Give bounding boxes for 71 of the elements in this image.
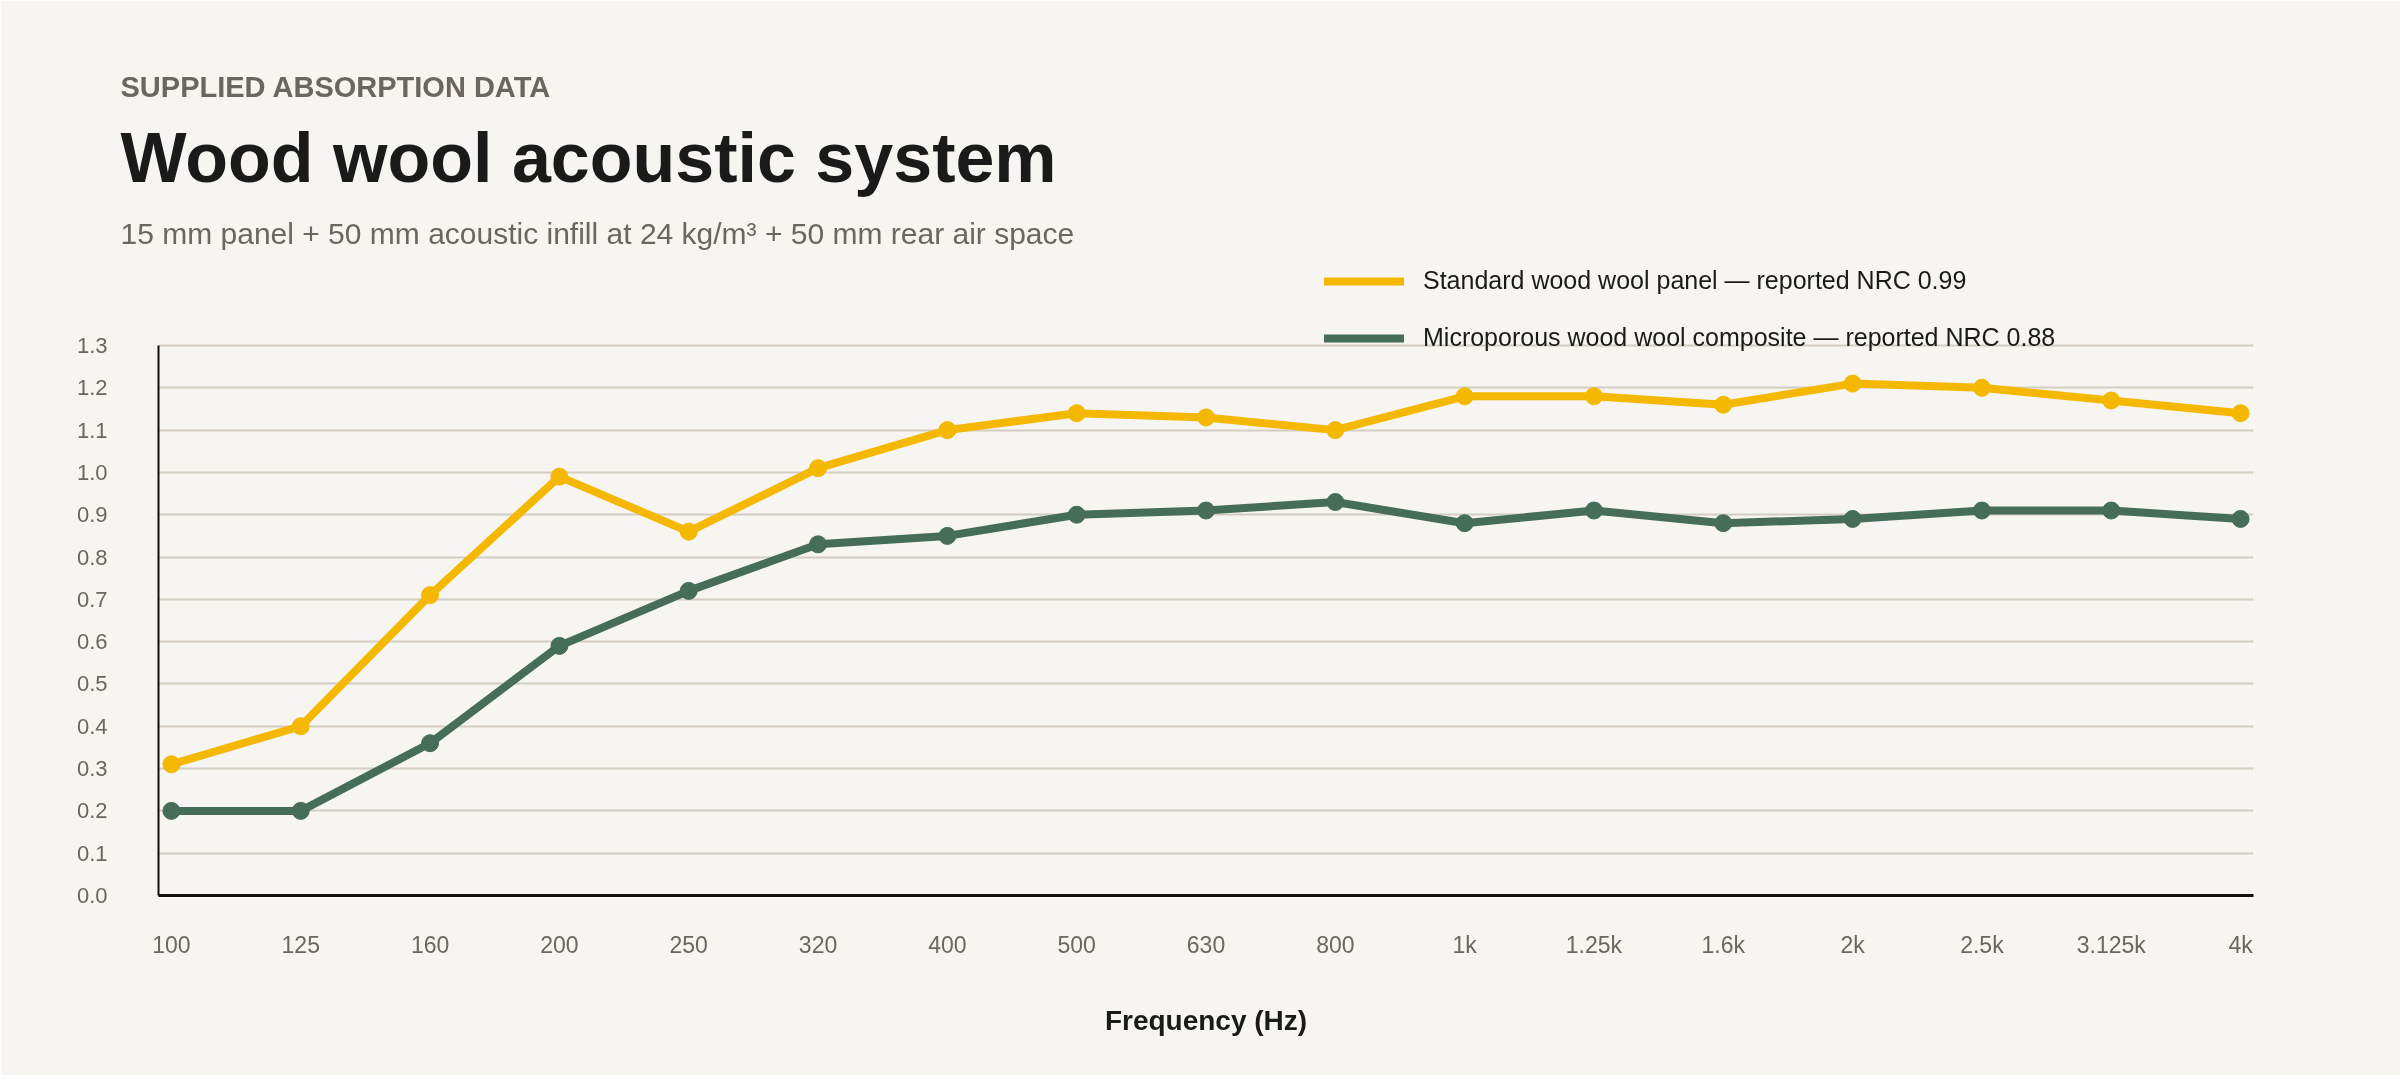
point: [809, 535, 828, 554]
point: [2102, 501, 2121, 520]
x-tick-label: 320: [798, 931, 838, 958]
x-tick-label: 500: [1057, 931, 1096, 958]
point: [938, 526, 957, 545]
x-tick-label: 1.6k: [1701, 931, 1746, 958]
y-tick-label: 0.6: [76, 629, 108, 655]
legend-label: Standard wood wool panel — reported NRC 0.99: [1423, 266, 1968, 295]
x-tick-label: 100: [152, 931, 191, 958]
point: [938, 421, 957, 440]
chart-title: Wood wool acoustic system: [120, 118, 1057, 197]
point: [1326, 493, 1345, 512]
point: [1843, 509, 1862, 528]
y-tick-label: 0.4: [76, 713, 108, 739]
y-tick-label: 0.0: [76, 883, 108, 908]
legend-label: Microporous wood wool composite — reported NRC 0.88: [1423, 323, 2057, 352]
point: [291, 717, 310, 736]
point: [1714, 395, 1733, 414]
point: [1972, 501, 1991, 520]
point: [1584, 387, 1603, 406]
point: [1455, 514, 1474, 533]
x-tick-label: 400: [928, 931, 967, 958]
y-tick-label: 0.9: [76, 502, 108, 528]
x-tick-label: 125: [281, 931, 320, 958]
point: [1197, 408, 1215, 427]
x-tick-label: 1k: [1452, 931, 1478, 958]
x-axis-title: Frequency (Hz): [1104, 1004, 1308, 1036]
point: [1326, 421, 1345, 440]
point: [2231, 404, 2250, 423]
point: [1584, 501, 1603, 520]
point: [1714, 514, 1733, 533]
x-tick-label: 1.25k: [1565, 931, 1623, 958]
point: [2231, 509, 2250, 528]
point: [421, 734, 440, 753]
x-tick-label: 630: [1186, 931, 1226, 958]
point: [1455, 387, 1474, 406]
y-tick-label: 0.8: [76, 544, 108, 570]
point: [1067, 404, 1086, 423]
x-tick-label: 2.5k: [1960, 931, 2005, 958]
y-tick-label: 0.1: [76, 840, 108, 866]
y-tick-label: 1.2: [76, 375, 108, 401]
point: [291, 801, 310, 820]
y-tick-label: 0.5: [76, 671, 108, 697]
point: [1197, 501, 1215, 520]
y-tick-label: 1.3: [76, 333, 108, 358]
x-tick-label: 160: [410, 931, 450, 958]
point: [2102, 391, 2121, 410]
point: [679, 522, 698, 541]
y-tick-label: 0.2: [76, 798, 108, 824]
y-tick-label: 1.0: [76, 459, 108, 485]
x-tick-label: 800: [1316, 931, 1355, 958]
point: [1972, 378, 1991, 397]
chart-subtitle: 15 mm panel + 50 mm acoustic infill at 24 kg/m³ + 50 mm rear air space: [120, 216, 1075, 250]
x-tick-label: 3.125k: [2076, 931, 2147, 958]
point: [162, 801, 181, 820]
point: [1843, 374, 1862, 393]
point: [809, 459, 828, 478]
y-tick-label: 1.1: [76, 417, 108, 443]
text: SUPPLIED ABSORPTION DATA: [120, 70, 551, 103]
point: [421, 586, 440, 605]
point: [1067, 505, 1086, 524]
y-tick-label: 0.7: [76, 586, 108, 612]
x-tick-label: 2k: [1840, 931, 1866, 958]
point: [679, 581, 698, 600]
point: [550, 467, 569, 486]
point: [162, 755, 181, 774]
x-tick-label: 4k: [2228, 931, 2254, 958]
y-tick-label: 0.3: [76, 756, 108, 782]
point: [550, 636, 569, 655]
x-tick-label: 250: [669, 931, 708, 958]
x-tick-label: 200: [540, 931, 579, 958]
